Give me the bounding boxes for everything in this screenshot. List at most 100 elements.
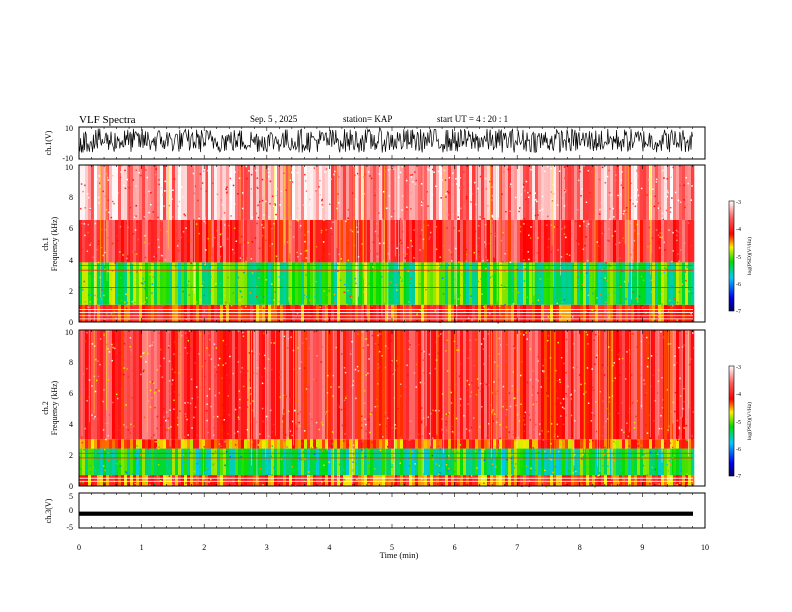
spec1-noise-dot (420, 250, 422, 252)
spec1-noise-dot (248, 260, 250, 263)
spec2-noise-dot (97, 418, 99, 420)
spec1-band-cell (91, 304, 95, 322)
spec1-noise-dot (556, 204, 559, 206)
spec1-band-cell (247, 262, 251, 305)
spec1-noise-dot (157, 202, 159, 205)
spec1-noise-dot (207, 169, 209, 172)
spec1-noise-dot (455, 247, 457, 250)
spec2-band-cell (496, 439, 500, 449)
spec2-noise-dot (636, 440, 639, 443)
spec1-band-cell (124, 165, 128, 220)
spec1-band-cell (460, 219, 464, 263)
spec2-noise-dot (343, 405, 346, 407)
spec2-noise-dot (466, 379, 469, 382)
spec2-noise-dot (483, 448, 486, 451)
spec1-noise-dot (632, 291, 635, 293)
spec1-band-cell (175, 262, 179, 305)
spec1-noise-dot (458, 306, 460, 309)
spec1-noise-dot (656, 212, 658, 214)
spec1-noise-dot (541, 290, 543, 293)
spec2-noise-dot (123, 335, 126, 337)
spec1-noise-dot (258, 247, 261, 249)
spec1-noise-dot (256, 166, 258, 169)
spec1-band-cell (535, 219, 539, 263)
spec2-noise-dot (439, 472, 441, 474)
spec2-band-cell (91, 330, 95, 440)
spec1-band-cell (328, 304, 332, 322)
spec1-noise-dot (598, 213, 601, 215)
spec2-band-cell (355, 330, 359, 440)
spec1-noise-dot (101, 298, 103, 301)
spec1-band-cell (421, 219, 425, 263)
spec1-band-cell (313, 262, 317, 305)
spec1-band-cell (667, 219, 671, 263)
spec1-noise-dot (478, 256, 480, 258)
spec1-noise-dot (164, 190, 166, 192)
spec2-noise-dot (271, 474, 273, 476)
spec1-band-cell (547, 219, 551, 263)
spec2-band-cell (157, 439, 161, 449)
spec2-noise-dot (123, 342, 126, 345)
spec2-noise-dot (234, 444, 237, 446)
spec1-band-cell (85, 304, 89, 322)
spec1-band-cell (199, 165, 203, 220)
spec1-noise-dot (575, 239, 578, 242)
spec2-noise-dot (148, 474, 150, 477)
spec1-noise-dot (166, 301, 169, 304)
spec2-band-cell (403, 475, 407, 486)
spec2-band-cell (85, 475, 89, 486)
spec2-noise-dot (321, 450, 324, 452)
spec2-noise-dot (186, 418, 188, 421)
spec2-band-cell (289, 448, 293, 476)
spec2-band-cell (460, 330, 464, 440)
spec1-noise-dot (383, 191, 385, 193)
spec1-noise-dot (501, 193, 503, 195)
spec1-noise-dot (225, 221, 227, 223)
spec2-noise-dot (302, 451, 305, 453)
spec2-band-cell (133, 330, 137, 440)
spec2-noise-dot (177, 416, 179, 419)
spec2-noise-dot (537, 380, 539, 382)
spec2-noise-dot (513, 467, 516, 469)
spec2-noise-dot (229, 379, 231, 381)
spec1-noise-dot (265, 211, 267, 214)
spec2-band-cell (103, 475, 107, 486)
spec1-band-cell (562, 304, 566, 322)
spec2-noise-dot (263, 332, 265, 335)
spec2-noise-dot (469, 349, 471, 351)
spec1-noise-dot (110, 313, 113, 315)
ch2-colorbar-tick-3: -3 (736, 365, 741, 371)
spec1-band-cell (541, 165, 545, 220)
spec2-noise-dot (445, 413, 448, 415)
spec2-noise-dot (225, 451, 228, 453)
spec2-noise-dot (581, 458, 583, 460)
spec1-noise-dot (581, 283, 584, 286)
spec1-band-cell (646, 262, 650, 305)
spec2-band-cell (328, 475, 332, 486)
spec2-sferic-streak (422, 330, 424, 476)
spec2-noise-dot (308, 476, 310, 479)
spec2-noise-dot (151, 397, 153, 399)
spec2-band-cell (406, 439, 410, 449)
spec2-noise-dot (679, 395, 682, 397)
spec1-band-cell (406, 262, 410, 305)
spec1-noise-dot (157, 216, 159, 219)
spec2-band-cell (532, 330, 536, 440)
spec2-noise-dot (295, 428, 297, 430)
spec2-noise-dot (374, 406, 376, 408)
spec1-noise-dot (300, 253, 302, 255)
spec2-noise-dot (621, 357, 624, 360)
spec1-noise-dot (592, 292, 594, 295)
spec2-noise-dot (476, 378, 479, 380)
ch1-colorbar-tick-5: -5 (736, 255, 741, 261)
spec1-noise-dot (690, 289, 693, 292)
spec2-noise-dot (545, 485, 547, 488)
spec2-noise-dot (582, 454, 584, 456)
spec1-noise-dot (676, 234, 678, 237)
spec2-noise-dot (580, 462, 582, 464)
spec1-noise-dot (490, 304, 493, 306)
spec1-noise-dot (313, 262, 316, 264)
spec2-noise-dot (660, 414, 662, 417)
spec2-noise-dot (369, 413, 372, 415)
spec1-noise-dot (116, 192, 119, 194)
